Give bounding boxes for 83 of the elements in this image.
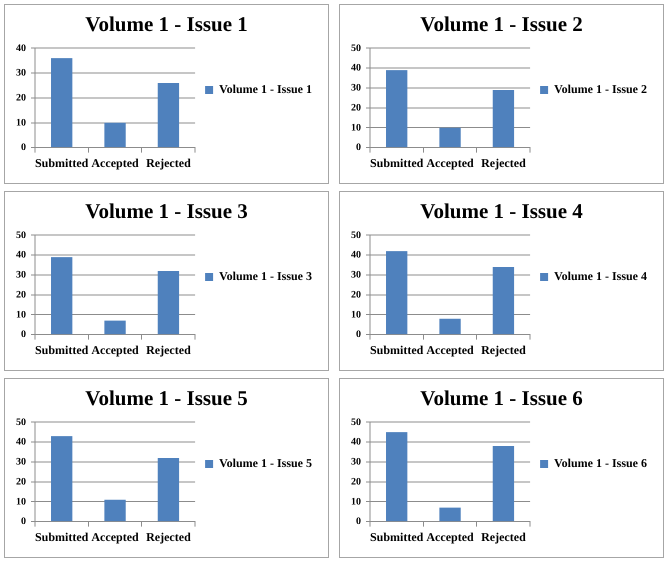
y-tick-label: 30 [16,270,26,281]
bar [492,446,514,522]
y-tick-label: 10 [16,117,26,128]
legend-label: Volume 1 - Issue 4 [554,269,648,284]
y-tick-label: 40 [16,42,26,54]
x-tick-label: Submitted [35,156,89,170]
x-tick-label: Rejected [481,342,526,357]
y-tick-label: 20 [16,92,26,104]
x-tick-label: Accepted [426,156,474,170]
y-tick-label: 40 [351,250,361,261]
y-tick-label: 10 [16,309,26,320]
bar [386,70,408,148]
chart-title: Volume 1 - Issue 5 [85,386,248,410]
bar [158,82,180,148]
bar [439,508,461,522]
x-tick-label: Rejected [481,156,526,170]
bar [439,128,461,148]
y-tick-label: 30 [351,456,361,468]
bar [51,58,72,148]
y-tick-label: 20 [351,102,361,114]
bar [439,318,461,334]
y-tick-label: 30 [351,82,361,94]
x-tick-label: Accepted [91,342,140,357]
y-tick-label: 0 [356,516,361,528]
x-tick-label: Submitted [370,530,424,544]
chart-title: Volume 1 - Issue 6 [420,386,583,410]
bar [386,432,408,522]
bar [104,500,126,522]
y-tick-label: 10 [351,496,361,508]
legend-label: Volume 1 - Issue 3 [219,269,312,284]
chart-title: Volume 1 - Issue 1 [85,12,248,36]
bar [158,458,180,522]
x-tick-label: Rejected [481,530,526,544]
y-tick-label: 20 [351,476,361,488]
y-tick-label: 0 [21,329,26,340]
chart-title: Volume 1 - Issue 4 [420,199,584,224]
y-tick-label: 10 [351,122,361,134]
y-tick-label: 40 [351,62,361,74]
bar [104,320,126,334]
y-tick-label: 10 [351,309,361,320]
y-tick-label: 0 [21,142,26,154]
legend-label: Volume 1 - Issue 2 [554,82,648,96]
y-tick-label: 40 [16,436,26,448]
x-tick-label: Rejected [146,156,192,170]
x-tick-label: Rejected [146,342,192,357]
y-tick-label: 20 [351,289,361,300]
x-tick-label: Accepted [426,342,474,357]
bar [492,90,514,148]
legend-label: Volume 1 - Issue 6 [554,456,648,470]
legend-label: Volume 1 - Issue 5 [219,456,312,470]
y-tick-label: 40 [351,436,361,448]
x-tick-label: Accepted [91,530,140,544]
bar [51,257,72,334]
y-tick-label: 30 [351,270,361,281]
chart-title: Volume 1 - Issue 3 [85,199,248,224]
x-tick-label: Accepted [426,530,474,544]
bar [386,251,408,334]
x-tick-label: Submitted [370,342,424,357]
y-tick-label: 50 [16,416,26,428]
y-tick-label: 30 [16,456,26,468]
y-tick-label: 50 [16,230,26,241]
y-tick-label: 20 [16,289,26,300]
x-tick-label: Submitted [370,156,424,170]
x-tick-label: Submitted [35,530,89,544]
x-tick-label: Rejected [146,530,192,544]
y-tick-label: 50 [351,416,361,428]
y-tick-label: 40 [16,250,26,261]
y-tick-label: 0 [21,516,26,528]
y-tick-label: 0 [356,142,361,154]
y-tick-label: 10 [16,496,26,508]
y-tick-label: 30 [16,68,26,79]
bar [158,270,180,334]
bar [51,436,72,522]
y-tick-label: 0 [356,329,361,340]
x-tick-label: Accepted [91,156,140,170]
bar [492,267,514,334]
bar [104,122,126,148]
y-tick-label: 50 [351,42,361,54]
legend-label: Volume 1 - Issue 1 [219,82,312,96]
y-tick-label: 50 [351,230,361,241]
x-tick-label: Submitted [35,342,89,357]
chart-title: Volume 1 - Issue 2 [420,12,583,36]
y-tick-label: 20 [16,476,26,488]
